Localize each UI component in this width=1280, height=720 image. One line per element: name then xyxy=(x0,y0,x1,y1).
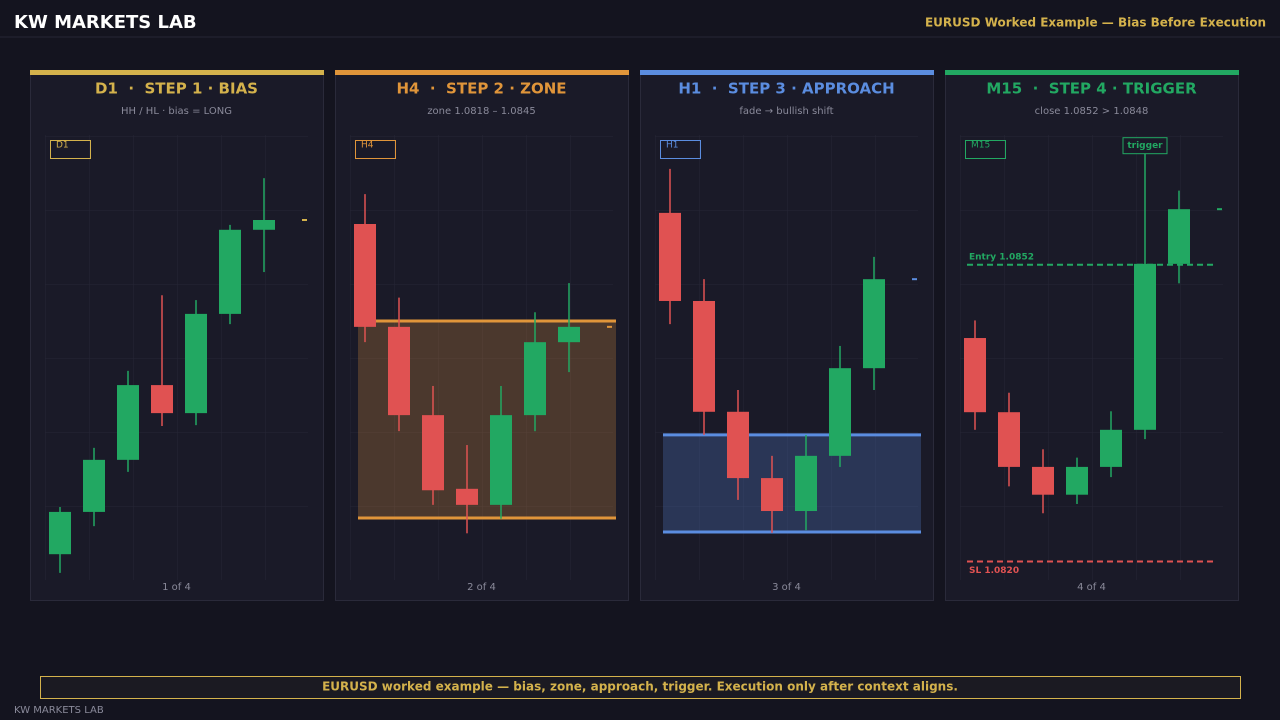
zone xyxy=(663,434,921,532)
candle-body xyxy=(524,342,546,416)
panel-title: D1 · STEP 1 · BIAS xyxy=(95,80,258,98)
candle-body xyxy=(49,511,71,555)
candle-body xyxy=(998,412,1020,467)
candle-body xyxy=(1066,466,1088,495)
panel-subtitle: zone 1.0818 – 1.0845 xyxy=(427,106,535,117)
tag-box xyxy=(50,140,91,159)
candle-body xyxy=(354,224,376,327)
panel-title: H1 · STEP 3 · APPROACH xyxy=(678,80,894,98)
panel-page: 1 of 4 xyxy=(162,582,191,593)
tag-box xyxy=(660,140,701,159)
tag-box xyxy=(965,140,1006,159)
candle-body xyxy=(185,313,207,414)
annotation-label: trigger xyxy=(1127,141,1163,151)
tag-box xyxy=(355,140,396,159)
level-label: SL 1.0820 xyxy=(969,566,1019,576)
candle-body xyxy=(117,385,139,460)
candle-body xyxy=(1100,429,1122,467)
footer-brand: KW MARKETS LAB xyxy=(14,705,104,716)
candle-body xyxy=(83,459,105,512)
candle-body xyxy=(219,229,241,314)
candle-body xyxy=(151,385,173,414)
candle-body xyxy=(422,415,444,491)
panel-title: H4 · STEP 2 · ZONE xyxy=(396,80,566,98)
candle-body xyxy=(829,368,851,456)
candle-body xyxy=(490,415,512,505)
candle-body xyxy=(558,326,580,343)
candle-body xyxy=(253,219,275,230)
candle-body xyxy=(795,455,817,512)
tag-label: H1 xyxy=(666,141,679,151)
tag-label: D1 xyxy=(56,141,69,151)
panel-page: 2 of 4 xyxy=(467,582,496,593)
candle-body xyxy=(1168,209,1190,264)
level-label: Entry 1.0852 xyxy=(969,252,1034,262)
panel-accent xyxy=(335,70,629,75)
candle-body xyxy=(388,326,410,416)
candle-body xyxy=(863,279,885,369)
panel-subtitle: close 1.0852 > 1.0848 xyxy=(1035,106,1149,117)
candle-body xyxy=(693,300,715,412)
candle-body xyxy=(1032,466,1054,495)
header-subtitle: EURUSD Worked Example — Bias Before Exec… xyxy=(925,16,1266,30)
panel-subtitle: HH / HL · bias = LONG xyxy=(121,106,232,117)
panel-page: 4 of 4 xyxy=(1077,582,1106,593)
candle-body xyxy=(761,478,783,512)
panel-accent xyxy=(30,70,324,75)
panel-title: M15 · STEP 4 · TRIGGER xyxy=(986,80,1197,98)
candle-body xyxy=(727,411,749,479)
tag-label: H4 xyxy=(361,141,374,151)
banner-box xyxy=(40,676,1241,699)
panel-accent xyxy=(640,70,934,75)
candle-body xyxy=(659,212,681,301)
tag-label: M15 xyxy=(971,141,990,151)
grid xyxy=(960,135,1223,580)
candle-body xyxy=(1134,263,1156,430)
brand-title: KW MARKETS LAB xyxy=(14,12,197,33)
panel-subtitle: fade → bullish shift xyxy=(739,106,833,117)
candle-body xyxy=(456,488,478,505)
panel-page: 3 of 4 xyxy=(772,582,801,593)
panel-accent xyxy=(945,70,1239,75)
annotation-box xyxy=(1122,137,1168,155)
banner-text: EURUSD worked example — bias, zone, appr… xyxy=(322,680,958,694)
candle-body xyxy=(964,338,986,413)
grid xyxy=(45,135,308,580)
